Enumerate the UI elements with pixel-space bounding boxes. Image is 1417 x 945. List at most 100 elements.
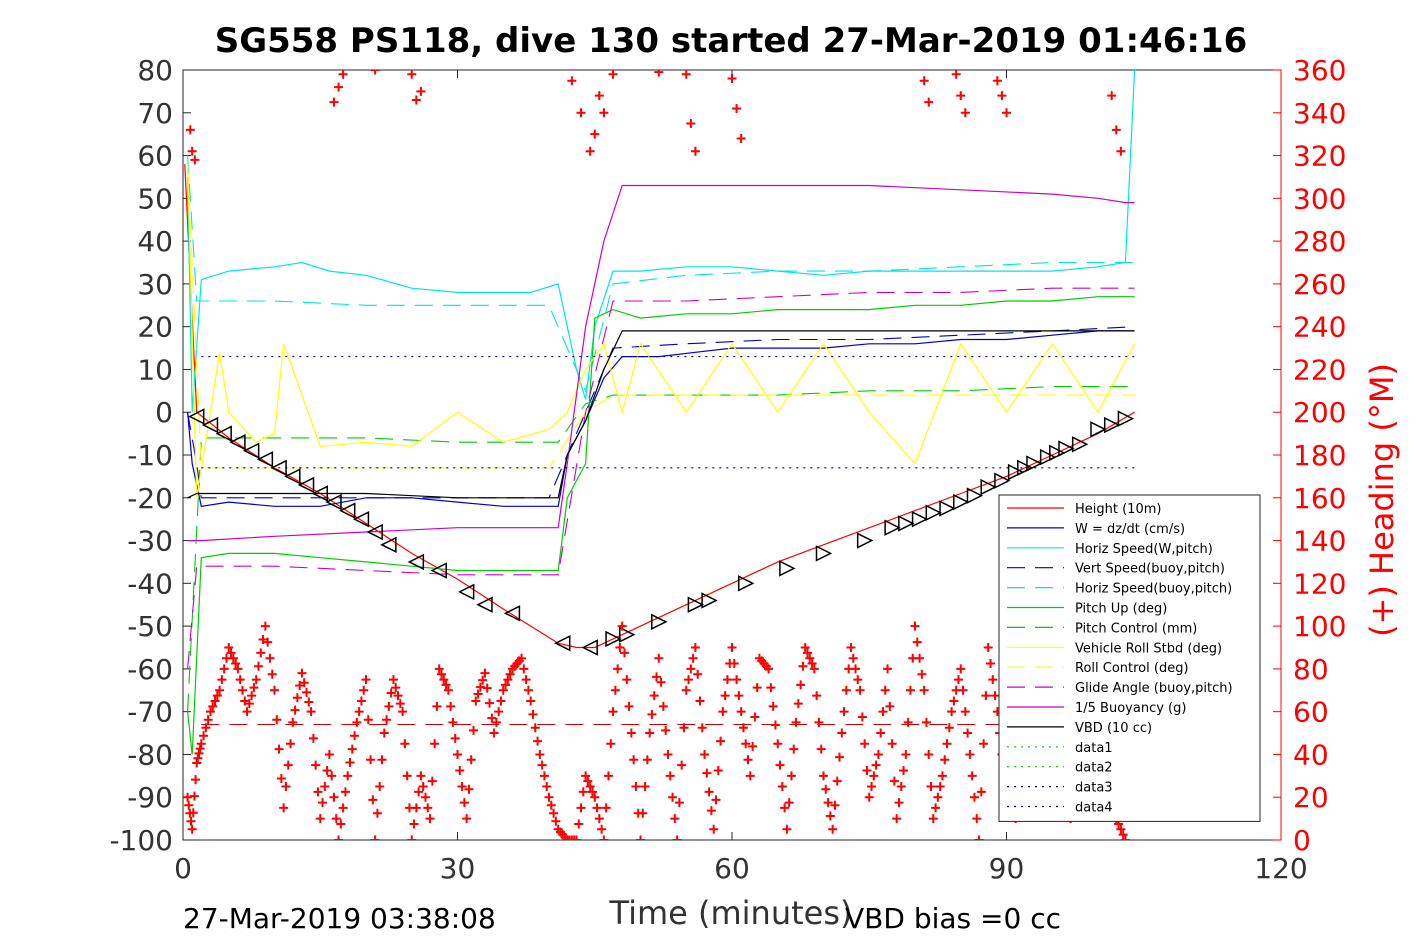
heading-point: [224, 643, 234, 652]
heading-point: [329, 792, 339, 802]
heading-point: [453, 749, 462, 759]
y-tick-label: -80: [127, 738, 173, 771]
heading-point: [786, 771, 796, 781]
heading-point: [190, 155, 200, 165]
series-line: [187, 386, 1135, 712]
heading-point: [203, 715, 213, 725]
heading-point: [864, 792, 874, 802]
heading-point: [837, 728, 847, 738]
heading-point: [446, 701, 456, 711]
heading-point: [848, 653, 858, 663]
y-right-tick-label: 60: [1293, 696, 1329, 729]
heading-point: [979, 739, 989, 749]
heading-point: [1120, 835, 1130, 840]
heading-point: [416, 771, 426, 781]
x-axis-label: Time (minutes): [609, 894, 853, 932]
heading-point: [622, 675, 632, 685]
heading-point: [841, 685, 851, 695]
heading-point: [219, 664, 229, 674]
heading-point: [777, 782, 787, 792]
heading-point: [393, 691, 403, 701]
heading-point: [828, 824, 838, 834]
heading-point: [414, 787, 424, 797]
heading-point: [823, 798, 833, 808]
heading-point: [846, 643, 856, 652]
triangle-marker-descent: [201, 416, 219, 434]
x-tick-label: 0: [174, 852, 192, 885]
y-tick-label: -50: [127, 610, 173, 643]
heading-point: [983, 643, 993, 652]
heading-point: [347, 744, 357, 754]
heading-point: [695, 696, 705, 706]
heading-point: [581, 771, 591, 781]
y-right-tick-label: 280: [1293, 225, 1346, 258]
triangle-marker-ascent: [994, 472, 1011, 489]
heading-point: [716, 736, 726, 746]
heading-point: [953, 675, 963, 685]
heading-point: [274, 744, 284, 754]
heading-point: [343, 771, 353, 781]
heading-point: [258, 634, 268, 644]
heading-point: [240, 696, 250, 706]
heading-point: [251, 675, 261, 685]
heading-point: [370, 70, 380, 75]
heading-point: [928, 814, 938, 824]
heading-point: [686, 664, 696, 674]
heading-point: [969, 792, 979, 802]
heading-point: [195, 744, 205, 754]
heading-point: [640, 782, 650, 792]
heading-point: [462, 814, 472, 824]
heading-point: [894, 798, 904, 808]
series-layer: [183, 70, 1136, 840]
y-tick-label: 70: [137, 97, 173, 130]
heading-point: [551, 816, 561, 826]
heading-point: [402, 771, 412, 781]
heading-point: [1107, 91, 1117, 101]
legend: Height (10m) W = dz/dt (cm/s) Horiz Speed(…: [998, 494, 1261, 822]
heading-point: [825, 811, 835, 821]
triangle-marker-ascent: [980, 478, 997, 496]
heading-point: [766, 683, 776, 693]
triangle-marker-ascent: [966, 487, 984, 504]
heading-point: [1116, 824, 1126, 834]
heading-point: [331, 814, 341, 824]
heading-point: [988, 675, 998, 685]
heading-point: [713, 765, 723, 775]
heading-point: [338, 803, 348, 813]
heading-point: [711, 795, 721, 805]
heading-point: [674, 798, 684, 808]
series-line: [187, 287, 1135, 669]
heading-point: [924, 749, 934, 759]
heading-point: [418, 782, 428, 792]
triangle-marker-ascent: [619, 626, 636, 643]
heading-point: [398, 707, 408, 717]
heading-point: [185, 125, 195, 135]
heading-point: [976, 787, 986, 797]
heading-point: [718, 707, 728, 717]
heading-point: [308, 733, 318, 743]
heading-point: [576, 803, 586, 813]
heading-point: [697, 723, 707, 733]
heading-point: [860, 739, 870, 749]
heading-point: [537, 760, 547, 770]
heading-point: [642, 755, 652, 765]
heading-point: [940, 755, 950, 765]
heading-point: [533, 736, 543, 746]
heading-point: [391, 683, 401, 693]
heading-point: [658, 701, 668, 711]
triangle-marker-descent: [366, 523, 383, 541]
heading-point: [228, 653, 238, 663]
heading-point: [270, 685, 279, 695]
triangle-marker-descent: [188, 408, 205, 425]
legend-entry: Vehicle Roll Stbd (deg): [1075, 641, 1222, 656]
legend-entry: Pitch Control (mm): [1075, 621, 1197, 636]
heading-point: [613, 664, 623, 674]
heading-point: [709, 824, 719, 834]
heading-point: [594, 814, 604, 824]
heading-point: [469, 725, 479, 735]
heading-point: [924, 97, 934, 107]
heading-point: [830, 800, 840, 810]
y-right-tick-label: 80: [1293, 653, 1329, 686]
heading-point: [629, 755, 639, 765]
triangle-marker-descent: [270, 459, 287, 477]
